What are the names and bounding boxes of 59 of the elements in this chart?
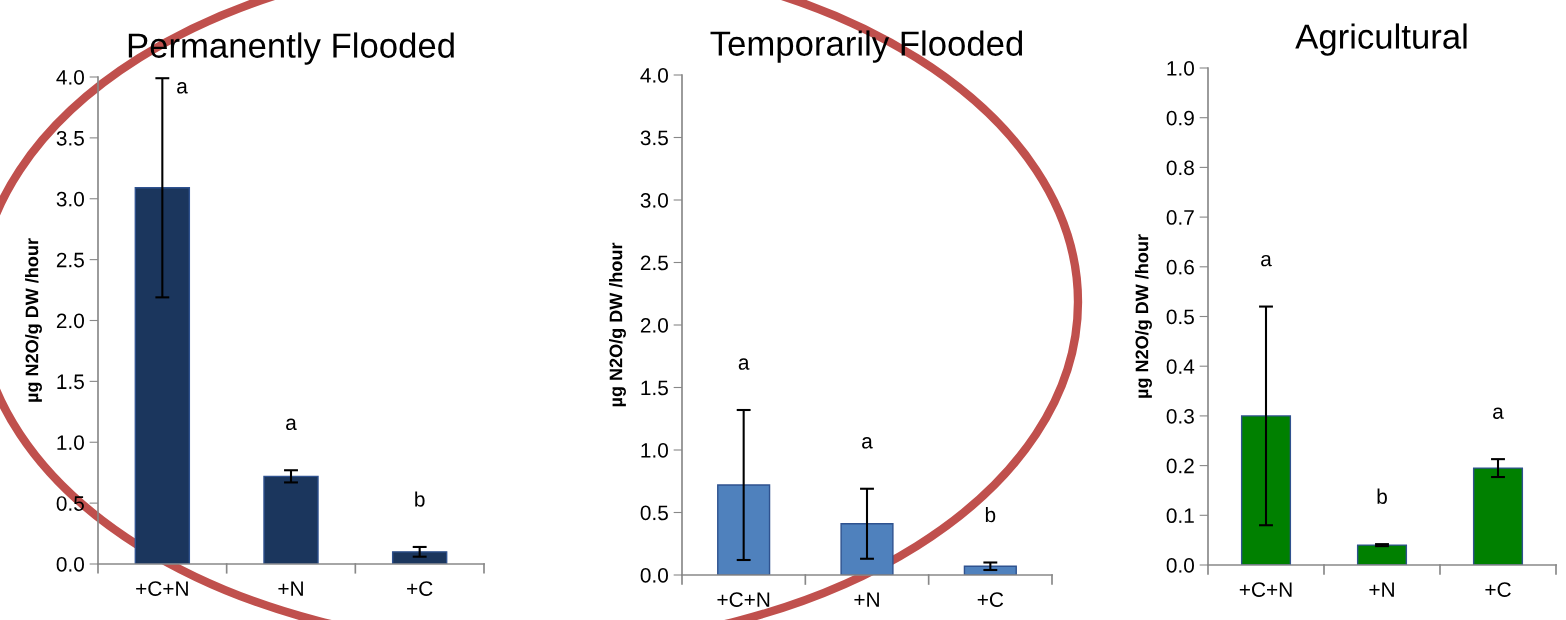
bar <box>263 475 319 564</box>
annotation: a <box>1261 254 1272 267</box>
y-tick-label: 1.5 <box>57 374 84 390</box>
y-tick-label: 0.6 <box>1166 259 1194 275</box>
x-tick-label: +N <box>278 581 303 596</box>
y-tick-label: 0.9 <box>1166 110 1194 126</box>
y-tick-label: 1.0 <box>1167 61 1194 76</box>
y-tick-label: 1.0 <box>641 443 668 458</box>
annotation: b <box>415 491 425 507</box>
y-tick-label: 0.5 <box>1166 309 1194 325</box>
x-tick-label: +N <box>854 592 879 607</box>
y-tick-label: 3.0 <box>56 191 84 207</box>
y-tick-label: 4.0 <box>56 70 84 85</box>
y-tick-label: 0.2 <box>1166 458 1194 474</box>
x-tick-label: +C+N <box>1239 582 1292 597</box>
y-axis-title: µg N2O/g DW /hour <box>609 242 626 407</box>
y-tick-label: 0.8 <box>1166 160 1194 176</box>
y-tick-label: 2.0 <box>56 313 84 329</box>
y-tick-label: 0.4 <box>1166 359 1195 374</box>
y-tick-label: 4.0 <box>640 68 668 83</box>
y-tick-label: 0.7 <box>1166 210 1194 225</box>
annotation: a <box>286 418 297 431</box>
annotation: a <box>862 437 873 449</box>
y-tick-label: 0.3 <box>1166 408 1194 424</box>
y-tick-label: 0.5 <box>640 505 668 521</box>
chart-title: Agricultural <box>1295 23 1467 56</box>
x-tick-label: +C+N <box>717 592 770 607</box>
y-tick-label: 0.0 <box>56 557 84 572</box>
y-tick-label: 0.0 <box>1166 558 1194 573</box>
y-tick-label: 3.5 <box>640 130 668 146</box>
chart-title: Temporarily Flooded <box>710 30 1023 63</box>
bar <box>840 523 894 575</box>
x-tick-label: +N <box>1369 582 1394 597</box>
bar <box>1472 467 1524 565</box>
annotation: a <box>177 82 188 94</box>
bar <box>134 187 191 564</box>
x-tick-label: +C <box>407 581 433 596</box>
y-tick-label: 2.5 <box>56 252 84 268</box>
y-tick-label: 0.0 <box>640 568 668 583</box>
y-tick-label: 3.5 <box>56 130 84 146</box>
bar <box>391 551 448 564</box>
x-tick-label: +C+N <box>136 581 188 596</box>
annotation: b <box>985 506 996 523</box>
y-tick-label: 2.5 <box>640 255 668 271</box>
x-tick-label: +C <box>1485 582 1511 597</box>
y-axis-title: µg N2O/g DW /hour <box>1135 234 1152 398</box>
annotation: a <box>1493 407 1504 419</box>
y-tick-label: 2.0 <box>640 318 668 333</box>
bar <box>1356 544 1408 565</box>
y-tick-label: 1.5 <box>641 380 668 396</box>
bar <box>1240 415 1292 565</box>
annotation: a <box>738 358 750 370</box>
y-tick-label: 3.0 <box>640 193 668 208</box>
annotation: b <box>1377 488 1387 504</box>
x-tick-label: +C <box>977 592 1004 607</box>
y-tick-label: 0.1 <box>1166 508 1194 524</box>
bar <box>717 484 771 575</box>
y-axis-title: µg N2O/g DW /hour <box>25 238 42 402</box>
y-tick-label: 1.0 <box>57 435 84 450</box>
